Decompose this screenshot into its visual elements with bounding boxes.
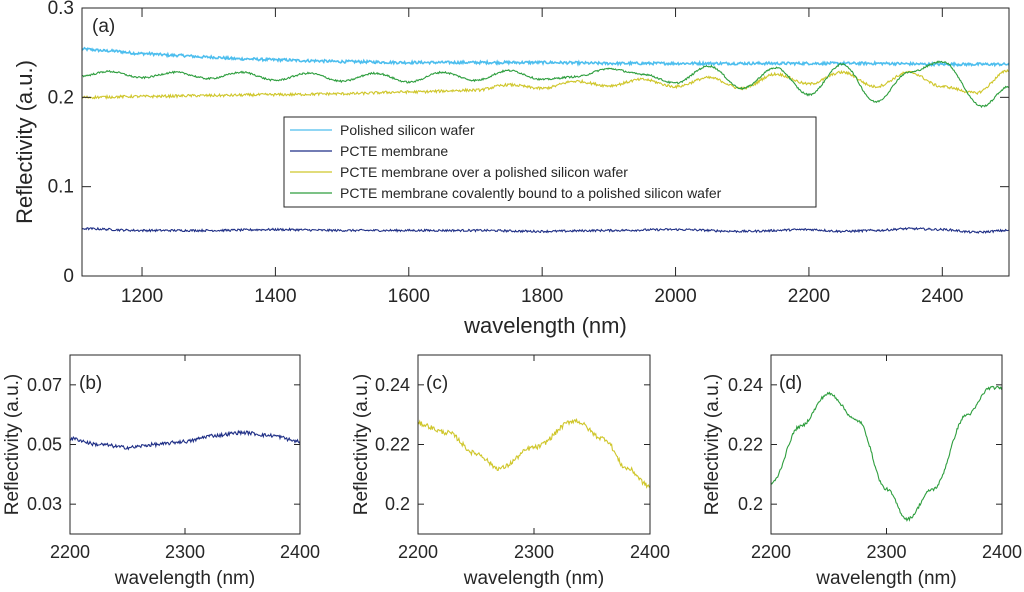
series-line: [81, 226, 1010, 234]
x-tick-label: 2200: [788, 286, 830, 307]
panel-label: (b): [79, 373, 102, 394]
legend-entry: PCTE membrane over a polished silicon wa…: [340, 164, 628, 180]
y-axis-label: Reflectivity (a.u.): [2, 374, 23, 515]
x-axis-label: wavelength (nm): [114, 568, 255, 589]
series-line: [770, 385, 1003, 522]
y-tick-label: 0.3: [48, 0, 74, 19]
series-line: [81, 60, 1010, 109]
y-tick-label: 0.2: [738, 494, 763, 514]
y-axis-label: Reflectivity (a.u.): [12, 60, 37, 224]
x-tick-label: 1200: [121, 286, 163, 307]
y-tick-label: 0.24: [728, 375, 763, 395]
legend-box: [283, 116, 817, 208]
x-tick-label: 2300: [866, 542, 906, 562]
y-axis-label: Reflectivity (a.u.): [351, 374, 372, 515]
panel-a: 1200 1400 1600 1800 2000 2200 2400 0 0.1 0.2 0.3 wa…: [12, 0, 1010, 338]
series-line: [417, 417, 651, 489]
y-tick-label: 0.1: [48, 177, 74, 198]
axes-box: [81, 7, 1010, 277]
x-tick-label: 2400: [982, 542, 1022, 562]
x-tick-label: 2300: [514, 542, 554, 562]
y-tick-label: 0.24: [375, 375, 410, 395]
panel-label: (a): [92, 16, 115, 37]
x-tick-label: 2400: [280, 542, 320, 562]
x-tick-label: 1800: [521, 286, 563, 307]
y-tick-label: 0.05: [27, 435, 62, 455]
axes-box: [417, 354, 651, 535]
x-tick-label: 1400: [254, 286, 296, 307]
y-tick-label: 0.07: [27, 375, 62, 395]
legend-entry: Polished silicon wafer: [340, 122, 475, 138]
x-tick-label: 2400: [921, 286, 963, 307]
y-tick-label: 0.22: [728, 435, 763, 455]
legend: Polished silicon wafer PCTE membrane PCTE …: [283, 116, 817, 208]
legend-entry: PCTE membrane covalently bound to a poli…: [340, 185, 722, 201]
x-tick-label: 2400: [630, 542, 670, 562]
y-tick-label: 0.03: [27, 494, 62, 514]
legend-entry: PCTE membrane: [340, 143, 448, 159]
panel-label: (c): [426, 373, 448, 394]
x-axis-label: wavelength (nm): [463, 568, 604, 589]
y-tick-label: 0.2: [385, 494, 410, 514]
panel-c: 2200 2300 2400 0.2 0.22 0.24 wavelength (nm) Re…: [351, 354, 670, 589]
panel-b: 2200 2300 2400 0.03 0.05 0.07 wavelength (nm) R…: [2, 354, 320, 589]
panel-label: (d): [779, 373, 802, 394]
series-line: [81, 68, 1010, 100]
y-tick-label: 0.2: [48, 87, 74, 108]
x-tick-label: 1600: [388, 286, 430, 307]
series-line: [69, 429, 301, 451]
axes-box: [770, 354, 1003, 535]
series-line: [81, 46, 1010, 68]
x-tick-label: 2200: [751, 542, 791, 562]
y-tick-label: 0: [63, 266, 74, 287]
y-axis-label: Reflectivity (a.u.): [702, 374, 723, 515]
x-axis-label: wavelength (nm): [815, 568, 956, 589]
x-tick-label: 2300: [165, 542, 205, 562]
x-tick-label: 2200: [398, 542, 438, 562]
x-tick-label: 2000: [654, 286, 696, 307]
x-tick-label: 2200: [50, 542, 90, 562]
panel-d: 2200 2300 2400 0.2 0.22 0.24 wavelength (nm) Re…: [702, 354, 1022, 589]
y-tick-label: 0.22: [375, 435, 410, 455]
x-axis-label: wavelength (nm): [463, 313, 627, 338]
